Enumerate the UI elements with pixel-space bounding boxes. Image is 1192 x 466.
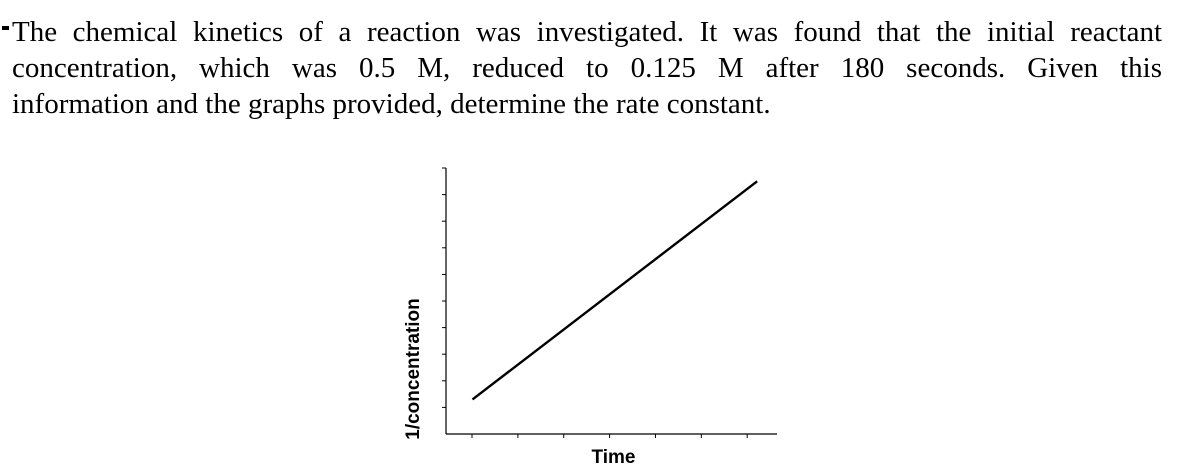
y-axis-ticks xyxy=(442,167,446,408)
question-line-2: concentration, which was 0.5 M, reduced … xyxy=(12,52,1162,84)
x-axis-label: Time xyxy=(591,447,635,466)
series-layer xyxy=(471,180,758,401)
x-axis-ticks xyxy=(471,434,748,438)
chart: Time 1/concentration xyxy=(380,160,800,466)
chart-svg: Time 1/concentration xyxy=(403,167,777,466)
question-number-mark xyxy=(2,26,9,30)
question-line-3: information and the graphs provided, det… xyxy=(12,88,771,120)
question-text: The chemical kinetics of a reaction was … xyxy=(12,14,1162,122)
series-line xyxy=(471,180,758,401)
question-line-1: The chemical kinetics of a reaction was … xyxy=(12,16,1162,48)
y-axis-label: 1/concentration xyxy=(403,298,424,439)
